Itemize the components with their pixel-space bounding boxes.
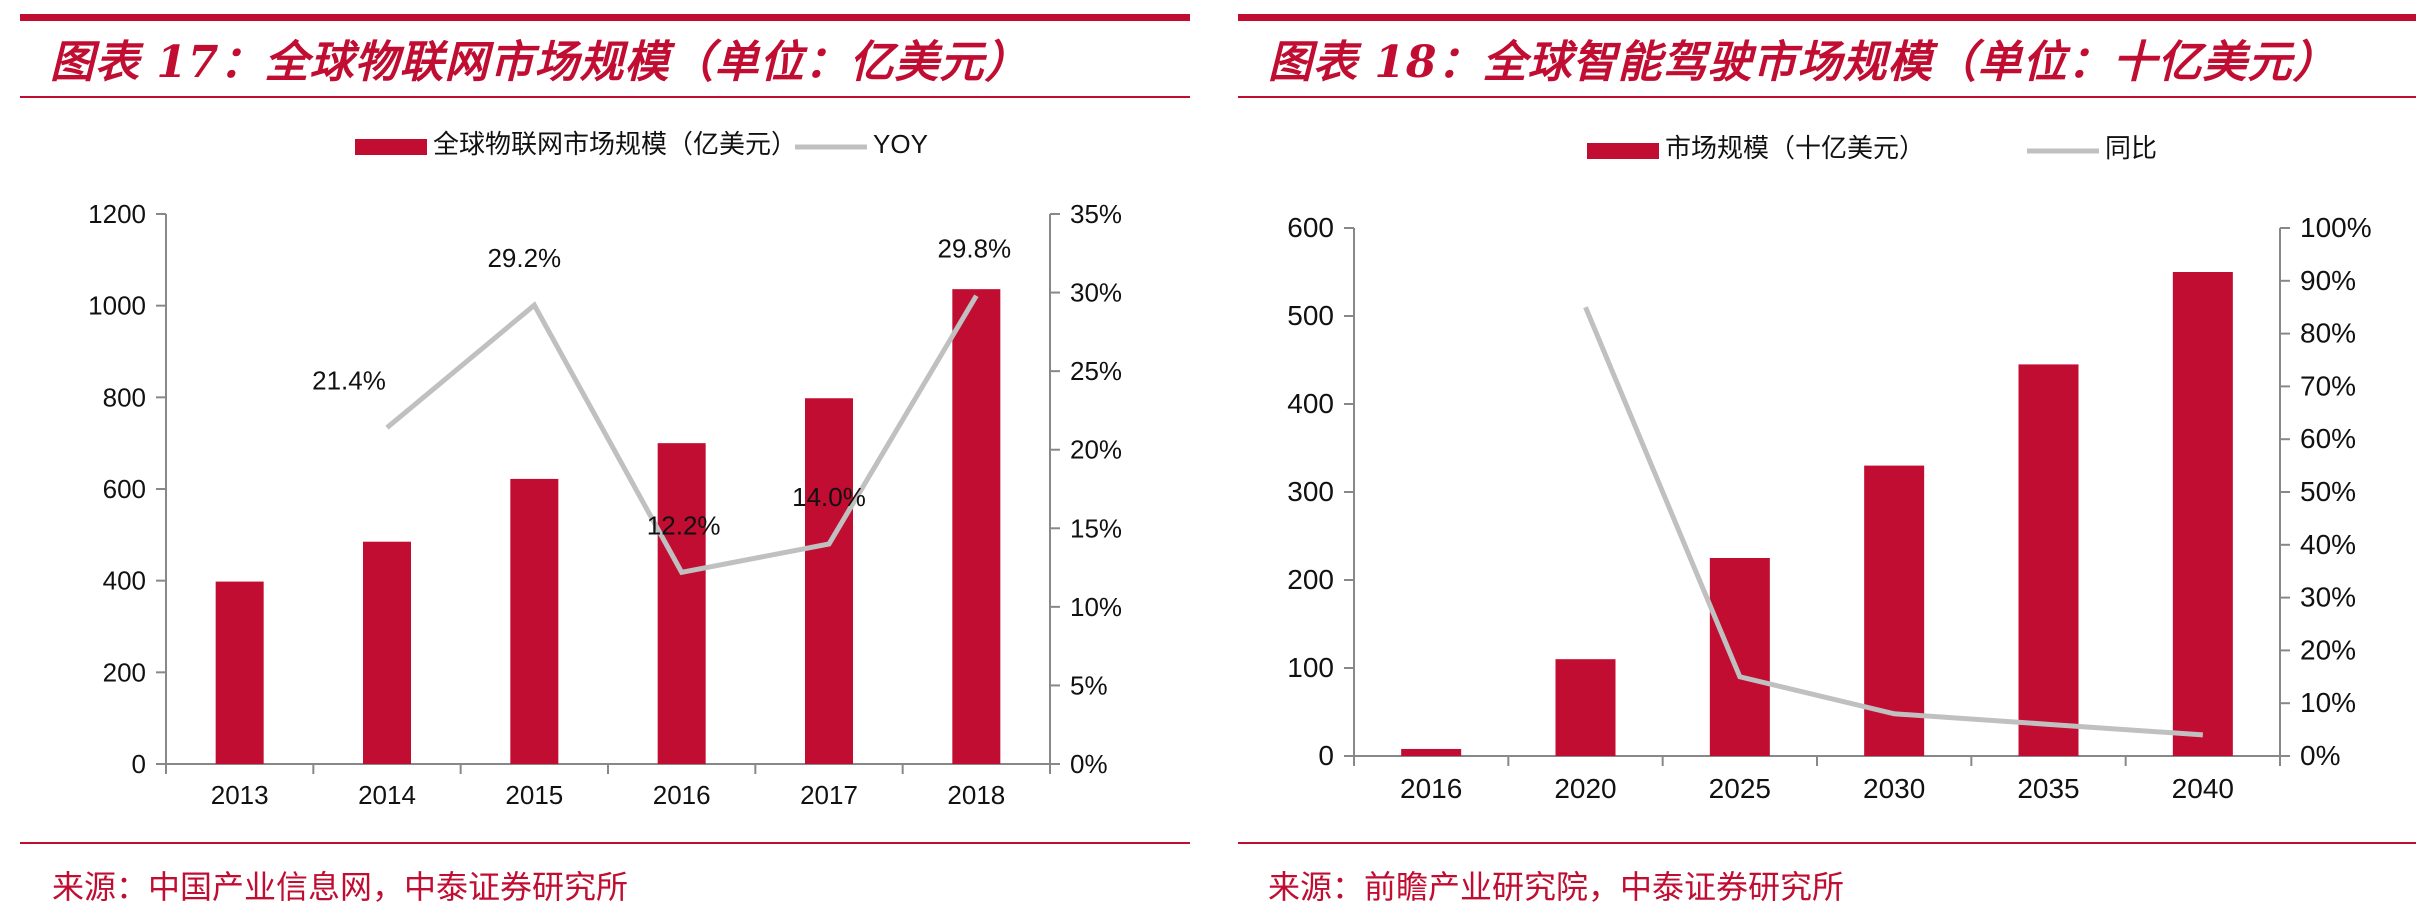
- legend-label-line: YOY: [873, 129, 928, 159]
- y-left-tick-label: 100: [1287, 652, 1334, 683]
- x-tick-label: 2030: [1863, 773, 1925, 804]
- y-right-tick-label: 20%: [2300, 634, 2356, 665]
- y-right-tick-label: 10%: [1070, 592, 1122, 622]
- chart-title: 图表 17：全球物联网市场规模（单位：亿美元）: [50, 37, 1030, 88]
- x-tick-label: 2040: [2172, 773, 2234, 804]
- bar: [2018, 364, 2079, 756]
- y-left-tick-label: 1200: [88, 199, 146, 229]
- y-right-tick-label: 70%: [2300, 370, 2356, 401]
- x-tick-label: 2016: [653, 780, 711, 810]
- y-left-tick-label: 0: [1318, 740, 1334, 771]
- y-left-tick-label: 200: [103, 657, 146, 687]
- chart-panel-iot: 图表 17：全球物联网市场规模（单位：亿美元） 全球物联网市场规模（亿美元） YO…: [0, 0, 1190, 924]
- legend-swatch-bar: [355, 139, 427, 155]
- x-tick-label: 2013: [211, 780, 269, 810]
- y-right-tick-label: 10%: [2300, 687, 2356, 718]
- bar: [2172, 272, 2233, 756]
- legend-label-bar: 全球物联网市场规模（亿美元）: [433, 129, 797, 159]
- y-right-tick-label: 90%: [2300, 265, 2356, 296]
- x-tick-label: 2020: [1554, 773, 1616, 804]
- source-note: 来源：中国产业信息网，中泰证券研究所: [52, 868, 629, 906]
- x-tick-label: 2015: [505, 780, 563, 810]
- data-label: 21.4%: [312, 366, 386, 396]
- line-series: 21.4% 29.2% 12.2% 14.0% 29.8%: [312, 234, 1011, 576]
- chart-title: 图表 18：全球智能驾驶市场规模（单位：十亿美元）: [1268, 37, 2338, 88]
- x-tick-label: 2016: [1400, 773, 1462, 804]
- bar: [510, 478, 559, 764]
- x-tick-label: 2018: [947, 780, 1005, 810]
- bar: [1401, 748, 1462, 756]
- bar: [805, 398, 853, 764]
- legend-label-line: 同比: [2105, 133, 2157, 163]
- line-series: [1583, 306, 2204, 738]
- yoy-line: [1583, 306, 2204, 738]
- y-right-tick-label: 5%: [1070, 670, 1108, 700]
- iot-market-chart: 全球物联网市场规模（亿美元） YOY 0 200 400 600 800 1000 1200 0%…: [88, 129, 1122, 810]
- legend-swatch-bar: [1587, 143, 1659, 159]
- source-note: 来源：前瞻产业研究院，中泰证券研究所: [1268, 868, 1845, 906]
- chart-legend: 全球物联网市场规模（亿美元） YOY: [355, 129, 928, 159]
- bottom-rule: [1238, 842, 2416, 844]
- bar: [215, 581, 264, 764]
- bar: [363, 541, 411, 764]
- y-right-tick-label: 100%: [2300, 212, 2372, 243]
- y-right-tick-label: 40%: [2300, 529, 2356, 560]
- top-rule: [20, 14, 1190, 21]
- y-right-tick-label: 30%: [2300, 582, 2356, 613]
- y-left-tick-label: 400: [1287, 388, 1334, 419]
- y-left-tick-label: 500: [1287, 300, 1334, 331]
- y-right-tick-label: 20%: [1070, 435, 1122, 465]
- y-left-tick-label: 400: [103, 566, 146, 596]
- yoy-line: [385, 294, 979, 576]
- data-label: 29.8%: [937, 234, 1011, 264]
- bar: [1555, 659, 1616, 756]
- bar: [1709, 558, 1770, 756]
- top-rule: [1238, 14, 2416, 21]
- y-right-tick-label: 50%: [2300, 476, 2356, 507]
- y-right-tick-label: 60%: [2300, 423, 2356, 454]
- y-left-tick-label: 600: [103, 474, 146, 504]
- bottom-rule: [20, 842, 1190, 844]
- title-rule: [1238, 96, 2416, 98]
- y-left-tick-label: 200: [1287, 564, 1334, 595]
- legend-label-bar: 市场规模（十亿美元）: [1665, 133, 1925, 163]
- autonomous-driving-market-chart: 市场规模（十亿美元） 同比 0 100 200 300 400 500 600 0% 10% 20% 3…: [1287, 133, 2371, 804]
- y-right-tick-label: 80%: [2300, 318, 2356, 349]
- y-right-tick-label: 35%: [1070, 199, 1122, 229]
- y-left-tick-label: 300: [1287, 476, 1334, 507]
- y-right-tick-label: 30%: [1070, 278, 1122, 308]
- bar-series: [215, 289, 1001, 764]
- x-tick-label: 2025: [1709, 773, 1771, 804]
- bar: [657, 443, 706, 764]
- chart-legend: 市场规模（十亿美元） 同比: [1587, 133, 2157, 163]
- y-left-tick-label: 800: [103, 382, 146, 412]
- x-tick-label: 2035: [2017, 773, 2079, 804]
- data-label: 29.2%: [487, 243, 561, 273]
- x-tick-label: 2017: [800, 780, 858, 810]
- y-left-tick-label: 600: [1287, 212, 1334, 243]
- axes: 0 100 200 300 400 500 600 0% 10% 20% 30% 40% 50% 60% 7…: [1287, 212, 2371, 804]
- bar: [952, 289, 1001, 764]
- y-right-tick-label: 15%: [1070, 513, 1122, 543]
- axes: 0 200 400 600 800 1000 1200 0% 5% 10% 15% 20% 25% 30%…: [88, 199, 1122, 810]
- data-label: 14.0%: [792, 482, 866, 512]
- y-left-tick-label: 0: [132, 749, 146, 779]
- y-right-tick-label: 0%: [2300, 740, 2340, 771]
- bar-series: [1401, 272, 2233, 756]
- title-rule: [20, 96, 1190, 98]
- data-label: 12.2%: [647, 510, 721, 540]
- y-right-tick-label: 25%: [1070, 356, 1122, 386]
- chart-panel-autonomous-driving: 图表 18：全球智能驾驶市场规模（单位：十亿美元） 市场规模（十亿美元） 同比 0 1…: [1238, 0, 2416, 924]
- y-left-tick-label: 1000: [88, 291, 146, 321]
- y-right-tick-label: 0%: [1070, 749, 1108, 779]
- x-tick-label: 2014: [358, 780, 416, 810]
